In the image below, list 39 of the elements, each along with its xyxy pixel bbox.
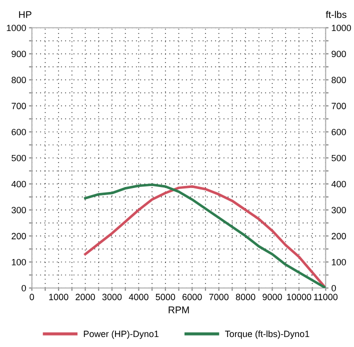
x-tick-label: 6000	[182, 294, 202, 300]
legend-label: Torque (ft-lbs)-Dyno1	[225, 330, 310, 339]
y-tick-label: 1000	[6, 24, 26, 32]
legend-label: Power (HP)-Dyno1	[84, 330, 159, 339]
x-tick-label: 2000	[76, 294, 95, 300]
y-tick-label: 100	[12, 258, 26, 266]
y2-tick-label: 800	[332, 76, 346, 84]
x-tick-label: 11000	[314, 294, 338, 300]
y2-tick-label: 600	[332, 128, 346, 136]
y-tick-label: 400	[11, 180, 26, 188]
x-tick-label: 9000	[262, 294, 282, 300]
y-tick-label: 300	[12, 206, 26, 214]
y-tick-label: 200	[12, 232, 26, 240]
x-axis-title: RPM	[168, 306, 189, 314]
x-tick-label: 0	[30, 294, 34, 300]
y-tick-label: 900	[12, 50, 26, 58]
x-tick-label: 7000	[209, 294, 229, 300]
y2-tick-label: 400	[331, 180, 346, 188]
y2-tick-label: 200	[332, 232, 346, 240]
y2-axis-title: ft-lbs	[326, 10, 346, 18]
y-tick-label: 700	[12, 102, 26, 110]
y-tick-label: 500	[12, 154, 26, 162]
x-tick-label: 1000	[49, 294, 68, 300]
y2-tick-label: 100	[332, 258, 346, 266]
y2-tick-label: 0	[332, 284, 336, 292]
y2-tick-label: 300	[332, 206, 346, 214]
y-axis-title: HP	[19, 11, 32, 18]
x-tick-label: 8000	[236, 294, 256, 300]
y2-tick-label: 1000	[332, 24, 351, 32]
y2-tick-label: 700	[332, 102, 346, 110]
y-tick-label: 800	[12, 76, 26, 84]
y-tick-label: 0	[22, 284, 26, 292]
y-tick-label: 600	[12, 128, 26, 136]
y2-tick-label: 900	[332, 50, 346, 58]
x-tick-label: 5000	[156, 294, 176, 300]
x-tick-label: 10000	[287, 294, 312, 300]
y2-tick-label: 500	[332, 154, 346, 162]
x-tick-label: 3000	[102, 294, 122, 300]
x-tick-label: 4000	[128, 294, 148, 300]
